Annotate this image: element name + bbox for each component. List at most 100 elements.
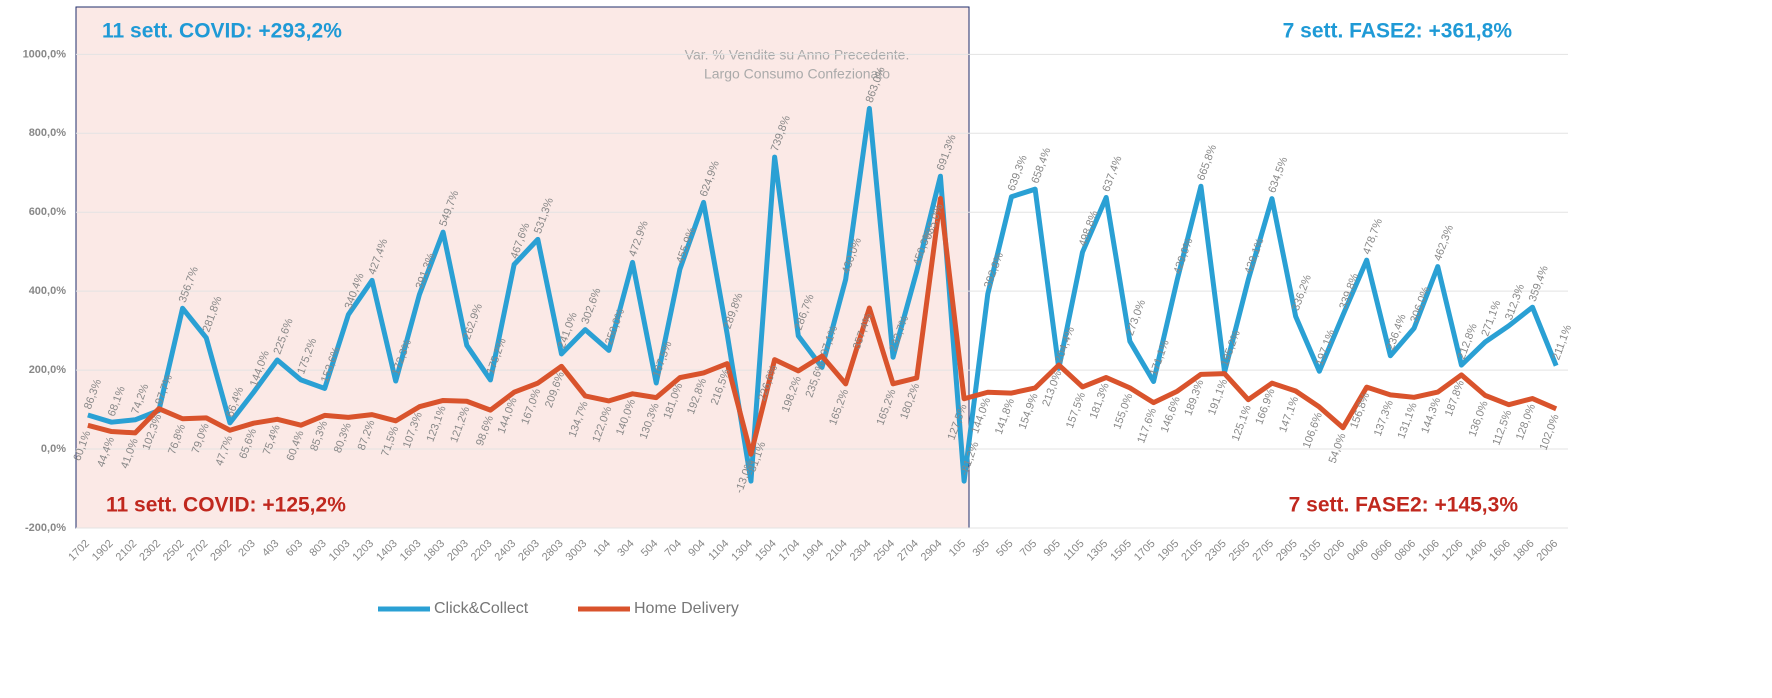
x-tick-label: 0206 [1321,538,1347,564]
legend-label: Click&Collect [434,600,529,617]
x-tick-label: 2403 [493,538,519,564]
data-label: 154,9% [1017,392,1041,431]
x-tick-label: 1203 [350,538,376,564]
x-tick-label: 1806 [1511,538,1537,564]
data-label: 157,5% [1064,391,1088,430]
x-tick-label: 1206 [1440,538,1466,564]
data-label: 137,3% [1372,399,1396,438]
x-tick-label: 504 [639,538,660,559]
x-tick-label: 403 [260,538,281,559]
x-tick-label: 1603 [398,538,424,564]
x-tick-label: 1304 [729,538,755,564]
data-label: 54,0% [1327,431,1349,465]
legend-label: Home Delivery [634,600,739,617]
data-label: 144,3% [1419,396,1443,435]
x-tick-label: 1305 [1085,538,1111,564]
x-tick-label: 2302 [137,538,163,564]
x-tick-label: 1702 [66,538,92,564]
annotation: 7 sett. FASE2: +145,3% [1289,494,1519,517]
y-tick-label: 800,0% [29,127,67,139]
x-tick-label: 1904 [800,538,826,564]
x-tick-label: 505 [994,538,1015,559]
data-label: 102,0% [1538,413,1562,452]
x-tick-label: 803 [307,538,328,559]
x-tick-label: 905 [1042,538,1063,559]
data-label: 634,5% [1266,155,1290,194]
x-tick-label: 603 [284,538,305,559]
x-tick-label: 2705 [1250,538,1276,564]
x-tick-label: 1505 [1108,538,1134,564]
x-tick-label: 705 [1018,538,1039,559]
x-tick-label: 2502 [161,538,187,564]
x-tick-label: 1003 [327,538,353,564]
data-label: 462,3% [1432,223,1456,262]
data-label: 141,8% [993,397,1017,436]
x-tick-label: 2102 [114,538,140,564]
data-label: 155,0% [1111,392,1135,431]
x-tick-label: 704 [663,538,684,559]
covid-period [75,6,970,529]
x-tick-label: 2104 [824,538,850,564]
data-label: 112,5% [1491,408,1515,447]
data-label: 147,1% [1277,395,1301,434]
data-label: 125,1% [1230,403,1254,442]
x-tick-label: 1705 [1132,538,1158,564]
data-label: 106,6% [1301,411,1325,450]
data-label: 128,0% [1514,402,1538,441]
data-label: 181,3% [1088,381,1112,420]
data-label: 171,1% [1148,338,1172,377]
y-tick-label: -200,0% [25,522,66,534]
x-tick-label: 105 [947,538,968,559]
x-tick-label: 304 [615,538,636,559]
data-label: 429,1% [1243,236,1267,275]
x-tick-label: 0806 [1392,538,1418,564]
x-tick-label: 2305 [1203,538,1229,564]
x-tick-label: 1704 [777,538,803,564]
x-tick-label: 0606 [1369,538,1395,564]
y-tick-label: 1000,0% [23,48,67,60]
x-tick-label: 1504 [753,538,779,564]
x-tick-label: 104 [592,538,613,559]
data-label: 429,0% [1172,236,1196,275]
data-label: 211,1% [1550,323,1574,362]
y-tick-label: 600,0% [29,206,67,218]
data-label: 191,1% [1206,377,1230,416]
data-label: 359,4% [1527,264,1551,303]
data-label: 658,4% [1029,146,1053,185]
annotation: 11 sett. COVID: +125,2% [106,494,346,517]
y-tick-label: 400,0% [29,285,67,297]
x-tick-label: 203 [236,538,257,559]
x-tick-label: 2603 [516,538,542,564]
x-tick-label: 1902 [90,538,116,564]
data-label: 498,8% [1077,209,1101,248]
x-tick-label: 305 [970,538,991,559]
data-label: 392,8% [982,251,1006,290]
x-tick-label: 2704 [895,538,921,564]
data-label: 131,1% [1396,401,1420,440]
x-tick-label: 1803 [421,538,447,564]
x-tick-label: 2203 [469,538,495,564]
data-label: 212,8% [1456,322,1480,361]
data-label: 236,4% [1385,312,1409,351]
data-label: 213,0% [1040,369,1064,408]
series-line [87,105,1559,484]
data-label: 117,6% [1135,406,1159,445]
data-label: 637,4% [1100,154,1124,193]
x-tick-label: 1006 [1416,538,1442,564]
y-tick-label: 200,0% [29,364,67,376]
annotation: 7 sett. FASE2: +361,8% [1283,20,1513,43]
x-tick-label: 0406 [1345,538,1371,564]
x-tick-label: 1104 [706,538,731,563]
data-label: 639,3% [1006,153,1030,192]
x-tick-label: 2505 [1227,538,1253,564]
x-tick-label: 3003 [564,538,590,564]
x-tick-label: 2504 [871,538,897,564]
x-tick-label: 2905 [1274,538,1300,564]
x-tick-label: 2904 [919,538,945,564]
data-label: 197,1% [1314,328,1338,367]
series-line [87,195,1558,457]
data-label: 336,2% [1290,273,1314,312]
x-tick-label: 2304 [848,538,874,564]
x-tick-label: 1105 [1061,538,1086,563]
